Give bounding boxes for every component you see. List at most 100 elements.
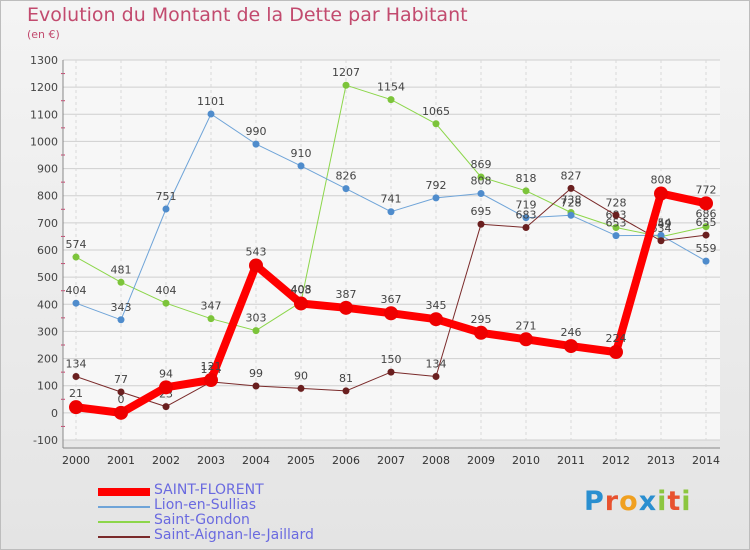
data-label: 81 xyxy=(339,372,353,385)
data-label: 387 xyxy=(336,288,357,301)
x-tick-label: 2008 xyxy=(422,454,450,467)
data-label: 772 xyxy=(696,183,717,196)
data-label: 134 xyxy=(426,357,447,370)
data-point xyxy=(474,325,488,340)
data-point xyxy=(252,327,260,335)
data-label: 303 xyxy=(246,312,267,325)
x-tick-label: 2004 xyxy=(242,454,270,467)
logo-letter: t xyxy=(667,486,682,517)
data-label: 741 xyxy=(381,193,402,206)
data-label: 347 xyxy=(201,300,222,313)
data-point xyxy=(297,162,305,170)
data-point xyxy=(204,373,218,388)
data-point xyxy=(702,223,710,231)
x-tick-label: 2006 xyxy=(332,454,360,467)
x-tick-label: 2000 xyxy=(62,454,90,467)
legend-label: Saint-Gondon xyxy=(154,512,250,528)
data-point xyxy=(72,253,80,261)
y-tick-label: 500 xyxy=(37,271,58,284)
y-tick-label: 800 xyxy=(37,190,58,203)
data-point xyxy=(342,185,350,193)
legend-swatch xyxy=(98,506,150,508)
data-point xyxy=(612,223,620,231)
data-point xyxy=(612,211,620,219)
data-point xyxy=(297,384,305,392)
y-tick-label: 1300 xyxy=(30,54,58,67)
logo-letter: r xyxy=(604,486,620,517)
x-tick-label: 2005 xyxy=(287,454,315,467)
data-point xyxy=(252,140,260,148)
data-point xyxy=(294,296,308,311)
data-point xyxy=(519,332,533,347)
data-label: 90 xyxy=(294,369,308,382)
data-label: 345 xyxy=(426,299,447,312)
x-tick-label: 2014 xyxy=(692,454,720,467)
data-label: 134 xyxy=(66,357,87,370)
y-tick-label: 600 xyxy=(37,244,58,257)
data-label: 404 xyxy=(66,284,87,297)
data-point xyxy=(477,190,485,198)
data-label: 367 xyxy=(381,293,402,306)
data-label: 683 xyxy=(516,208,537,221)
data-label: 738 xyxy=(561,194,582,207)
data-point xyxy=(567,211,575,219)
x-tick-label: 2007 xyxy=(377,454,405,467)
data-label: 99 xyxy=(249,367,263,380)
data-label: 751 xyxy=(156,190,177,203)
data-point xyxy=(612,232,620,240)
data-point xyxy=(432,372,440,380)
y-tick-label: 1200 xyxy=(30,81,58,94)
legend-label: Saint-Aignan-le-Jaillard xyxy=(154,527,314,543)
data-label: 94 xyxy=(159,367,173,380)
data-point xyxy=(384,306,398,321)
data-label: 150 xyxy=(381,353,402,366)
data-label: 990 xyxy=(246,125,267,138)
y-tick-label: 200 xyxy=(37,353,58,366)
data-label: 653 xyxy=(606,217,627,230)
data-label: 808 xyxy=(651,174,672,187)
data-point xyxy=(342,81,350,89)
y-tick-label: 700 xyxy=(37,217,58,230)
data-point xyxy=(432,194,440,202)
data-label: 827 xyxy=(561,169,582,182)
data-point xyxy=(207,315,215,323)
data-label: 246 xyxy=(561,326,582,339)
x-tick-label: 2003 xyxy=(197,454,225,467)
data-label: 481 xyxy=(111,263,132,276)
x-tick-label: 2013 xyxy=(647,454,675,467)
data-label: 695 xyxy=(471,205,492,218)
logo-letter: x xyxy=(638,486,658,517)
data-label: 343 xyxy=(111,301,132,314)
legend-swatch xyxy=(98,536,150,538)
legend-label: Lion-en-Sullias xyxy=(154,497,257,513)
data-label: 1154 xyxy=(377,81,405,94)
data-label: 403 xyxy=(291,283,312,296)
logo-letter: P xyxy=(584,486,605,517)
data-point xyxy=(522,187,530,195)
data-label: 686 xyxy=(696,208,717,221)
data-point xyxy=(72,372,80,380)
data-point xyxy=(387,208,395,216)
data-label: 121 xyxy=(201,360,222,373)
x-tick-label: 2001 xyxy=(107,454,135,467)
data-point xyxy=(657,237,665,245)
y-tick-label: 1100 xyxy=(30,108,58,121)
data-point xyxy=(477,220,485,228)
data-point xyxy=(249,258,263,273)
data-point xyxy=(387,368,395,376)
y-tick-label: 0 xyxy=(51,407,58,420)
legend-swatch xyxy=(98,521,150,523)
data-point xyxy=(702,231,710,239)
data-point xyxy=(432,120,440,128)
x-tick-label: 2010 xyxy=(512,454,540,467)
data-label: 728 xyxy=(606,196,627,209)
data-point xyxy=(387,96,395,104)
data-point xyxy=(564,339,578,354)
x-tick-label: 2009 xyxy=(467,454,495,467)
data-point xyxy=(609,345,623,360)
data-point xyxy=(114,405,128,420)
data-point xyxy=(252,382,260,390)
legend-swatch xyxy=(98,488,150,496)
y-tick-label: 900 xyxy=(37,163,58,176)
